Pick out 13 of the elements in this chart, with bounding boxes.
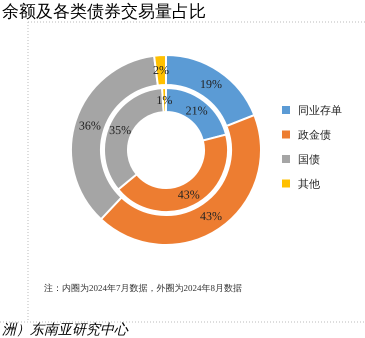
data-label: 36% bbox=[78, 118, 101, 132]
legend-label: 其他 bbox=[298, 178, 320, 190]
text: 注：内圈为2024年7月数据，外圈为2024年8月数据 bbox=[44, 283, 242, 293]
legend-label: 同业存单 bbox=[298, 104, 342, 117]
data-label: 43% bbox=[178, 188, 200, 202]
text: 洲）东南亚研究中心 bbox=[2, 322, 129, 338]
legend-label: 国债 bbox=[298, 154, 320, 166]
chart-title: 余额及各类债券交易量占比 bbox=[2, 2, 206, 22]
data-label: 43% bbox=[200, 209, 222, 224]
data-label: 21% bbox=[186, 103, 208, 118]
legend-label: 政金债 bbox=[298, 130, 331, 142]
data-label: 35% bbox=[109, 123, 132, 138]
data-label: 19% bbox=[200, 76, 222, 91]
